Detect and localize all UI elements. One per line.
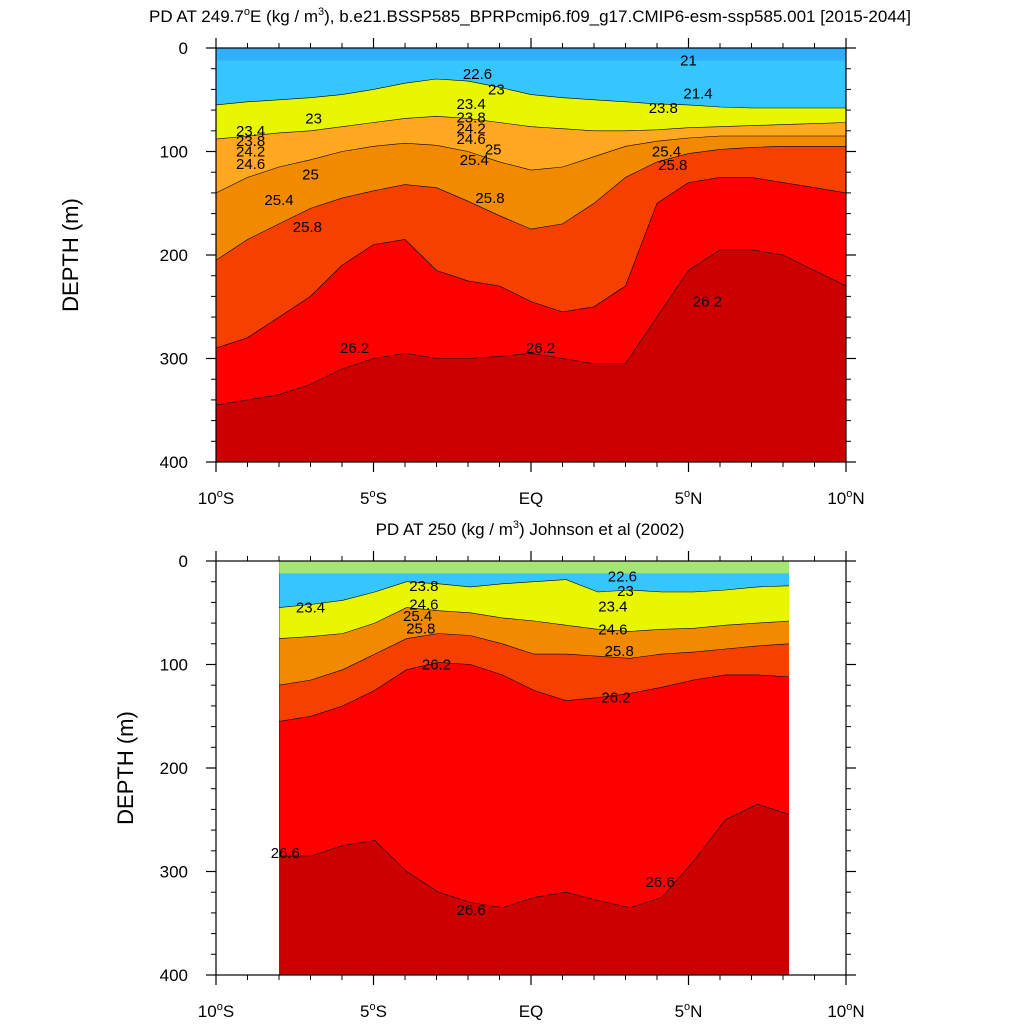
- top-panel: PD AT 249.7oE (kg / m3), b.e21.BSSP585_B…: [58, 6, 911, 508]
- contour-label: 23.8: [236, 133, 265, 150]
- contour-label: 23: [617, 583, 634, 600]
- x-tick-label: 5oN: [675, 488, 703, 508]
- y-tick-label: 300: [160, 350, 188, 369]
- top-y-axis-label: DEPTH (m): [58, 198, 83, 312]
- x-tick-label: 5oN: [675, 1001, 703, 1021]
- contour-label: 25.8: [658, 157, 687, 174]
- y-tick-label: 0: [179, 39, 188, 58]
- contour-label: 23.8: [649, 100, 678, 117]
- contour-label: 26.6: [456, 902, 485, 919]
- y-tick-label: 100: [160, 656, 188, 675]
- contour-label: 21: [680, 52, 697, 69]
- top-contour-labels: 22.6232323.423.824.224.62525.425.823.423…: [236, 52, 722, 357]
- isopycnal-band-23-4: [216, 48, 846, 109]
- contour-label: 24.6: [598, 621, 627, 638]
- y-tick-label: 300: [160, 863, 188, 882]
- bottom-chart-title: PD AT 250 (kg / m3) Johnson et al (2002): [376, 519, 685, 539]
- y-tick-label: 0: [179, 552, 188, 571]
- contour-label: 25.4: [652, 144, 681, 161]
- contour-label: 26.2: [340, 340, 369, 357]
- contour-label: 25: [302, 166, 319, 183]
- contour-label: 24.6: [236, 156, 265, 173]
- contour-label: 26.6: [645, 874, 674, 891]
- contour-label: 26.2: [693, 294, 722, 311]
- contour-label: 22.6: [463, 66, 492, 83]
- contour-label: 23: [488, 81, 505, 98]
- bottom-panel: PD AT 250 (kg / m3) Johnson et al (2002)…: [113, 519, 865, 1021]
- contour-label: 25.4: [264, 192, 293, 209]
- x-tick-label: 10oS: [198, 488, 234, 508]
- contour-label: 26.2: [422, 657, 451, 674]
- contour-label: 26.6: [271, 845, 300, 862]
- contour-label: 23.4: [236, 123, 265, 140]
- top-chart-title: PD AT 249.7oE (kg / m3), b.e21.BSSP585_B…: [149, 6, 911, 26]
- x-tick-label: EQ: [519, 1002, 544, 1021]
- contour-label: 23.8: [409, 578, 438, 595]
- top-axes: 0 100 200 300 400 10oS 5oS EQ 5oN 10oN: [160, 38, 865, 508]
- contour-label: 23.4: [296, 600, 325, 617]
- bottom-contour-labels: 23.423.824.625.425.826.222.62323.424.625…: [271, 569, 675, 919]
- contour-label: 25.4: [403, 608, 432, 625]
- y-tick-label: 100: [160, 143, 188, 162]
- contour-label: 24.2: [456, 121, 485, 138]
- bottom-y-axis-label: DEPTH (m): [113, 711, 138, 825]
- contour-label: 22.6: [608, 569, 637, 586]
- contour-label: 26.2: [601, 690, 630, 707]
- contour-label: 24.2: [236, 144, 265, 161]
- x-tick-label: 5oS: [360, 488, 387, 508]
- contour-label: 23.8: [456, 109, 485, 126]
- contour-label: 24.6: [409, 597, 438, 614]
- y-tick-label: 400: [160, 453, 188, 472]
- bottom-contour-fields: [279, 561, 789, 975]
- y-tick-label: 200: [160, 246, 188, 265]
- contour-label: 25.4: [460, 152, 489, 169]
- x-tick-label: 5oS: [360, 1001, 387, 1021]
- contour-label: 25.8: [293, 219, 322, 236]
- y-tick-label: 200: [160, 759, 188, 778]
- contour-label: 25.8: [475, 190, 504, 207]
- y-tick-label: 400: [160, 966, 188, 985]
- top-contour-fields: [216, 48, 846, 462]
- contour-label: 23: [305, 110, 322, 127]
- contour-label: 21.4: [683, 86, 712, 103]
- x-tick-label: 10oN: [827, 488, 864, 508]
- contour-label: 23.4: [598, 599, 627, 616]
- contour-label: 25: [485, 141, 502, 158]
- contour-label: 25.8: [406, 620, 435, 637]
- surface-band: [216, 48, 846, 61]
- bottom-axes: 0 100 200 300 400 10oS 5oS EQ 5oN 10oN: [160, 551, 865, 1021]
- contour-label: 24.6: [456, 131, 485, 148]
- x-tick-label: 10oS: [198, 1001, 234, 1021]
- surface-band: [279, 561, 789, 574]
- x-tick-label: EQ: [519, 489, 544, 508]
- contour-label: 26.2: [526, 340, 555, 357]
- x-tick-label: 10oN: [827, 1001, 864, 1021]
- contour-label: 25.8: [605, 643, 634, 660]
- contour-label: 23.4: [456, 96, 485, 113]
